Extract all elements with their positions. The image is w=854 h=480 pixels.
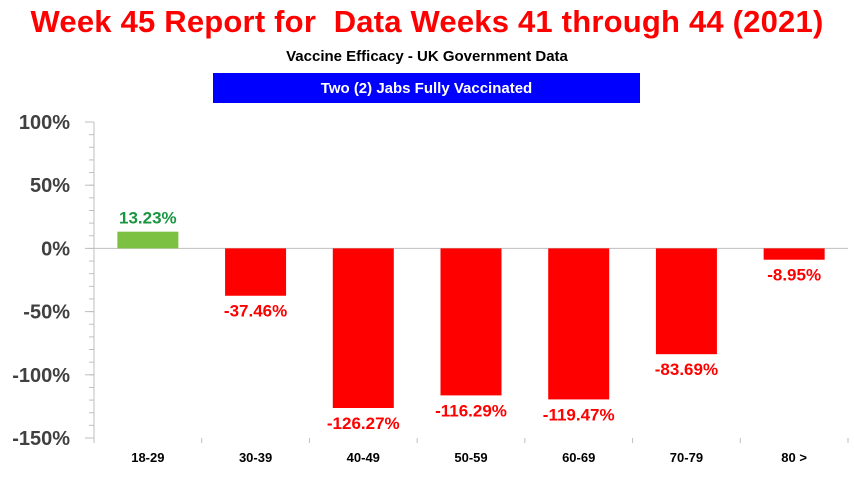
y-tick-label: 0% bbox=[41, 238, 70, 260]
x-category-label: 30-39 bbox=[239, 450, 272, 465]
y-tick-label: -50% bbox=[23, 302, 70, 324]
y-tick-label: 50% bbox=[30, 175, 70, 197]
data-labels: 18-29 13.23% 30-39 -37.46% 40-49 -126.27% 50-5… bbox=[119, 209, 821, 465]
x-category-label: 50-59 bbox=[454, 450, 487, 465]
bar-data-label: -83.69% bbox=[655, 360, 718, 379]
bar-80 bbox=[763, 248, 825, 260]
bar-50-59 bbox=[440, 248, 502, 396]
bar-data-label: -8.95% bbox=[767, 266, 821, 285]
y-tick-label: -150% bbox=[12, 428, 70, 450]
bar-30-39 bbox=[225, 248, 287, 296]
axes: 100% 50% 0% -50% -100% -150% bbox=[12, 112, 849, 450]
x-category-label: 70-79 bbox=[670, 450, 703, 465]
bars bbox=[117, 231, 825, 409]
bar-40-49 bbox=[332, 248, 394, 409]
bar-data-label: -37.46% bbox=[224, 302, 287, 321]
y-tick-label: 100% bbox=[19, 112, 70, 134]
bar-70-79 bbox=[655, 248, 717, 355]
banner-label: Two (2) Jabs Fully Vaccinated bbox=[320, 79, 533, 97]
x-category-label: 40-49 bbox=[347, 450, 380, 465]
x-category-label: 18-29 bbox=[131, 450, 164, 465]
bar-data-label: 13.23% bbox=[119, 209, 177, 228]
vaccination-status-banner: Two (2) Jabs Fully Vaccinated bbox=[213, 73, 640, 103]
bar-18-29 bbox=[117, 231, 179, 249]
y-tick-label: -100% bbox=[12, 365, 70, 387]
bar-data-label: -116.29% bbox=[435, 401, 507, 420]
bar-60-69 bbox=[548, 248, 610, 400]
bar-data-label: -119.47% bbox=[543, 405, 615, 424]
bar-data-label: -126.27% bbox=[327, 414, 400, 433]
x-category-label: 60-69 bbox=[562, 450, 595, 465]
chart-subtitle: Vaccine Efficacy - UK Government Data bbox=[286, 48, 568, 65]
x-category-label: 80 > bbox=[781, 450, 807, 465]
page-title: Week 45 Report for Data Weeks 41 through… bbox=[30, 4, 824, 39]
